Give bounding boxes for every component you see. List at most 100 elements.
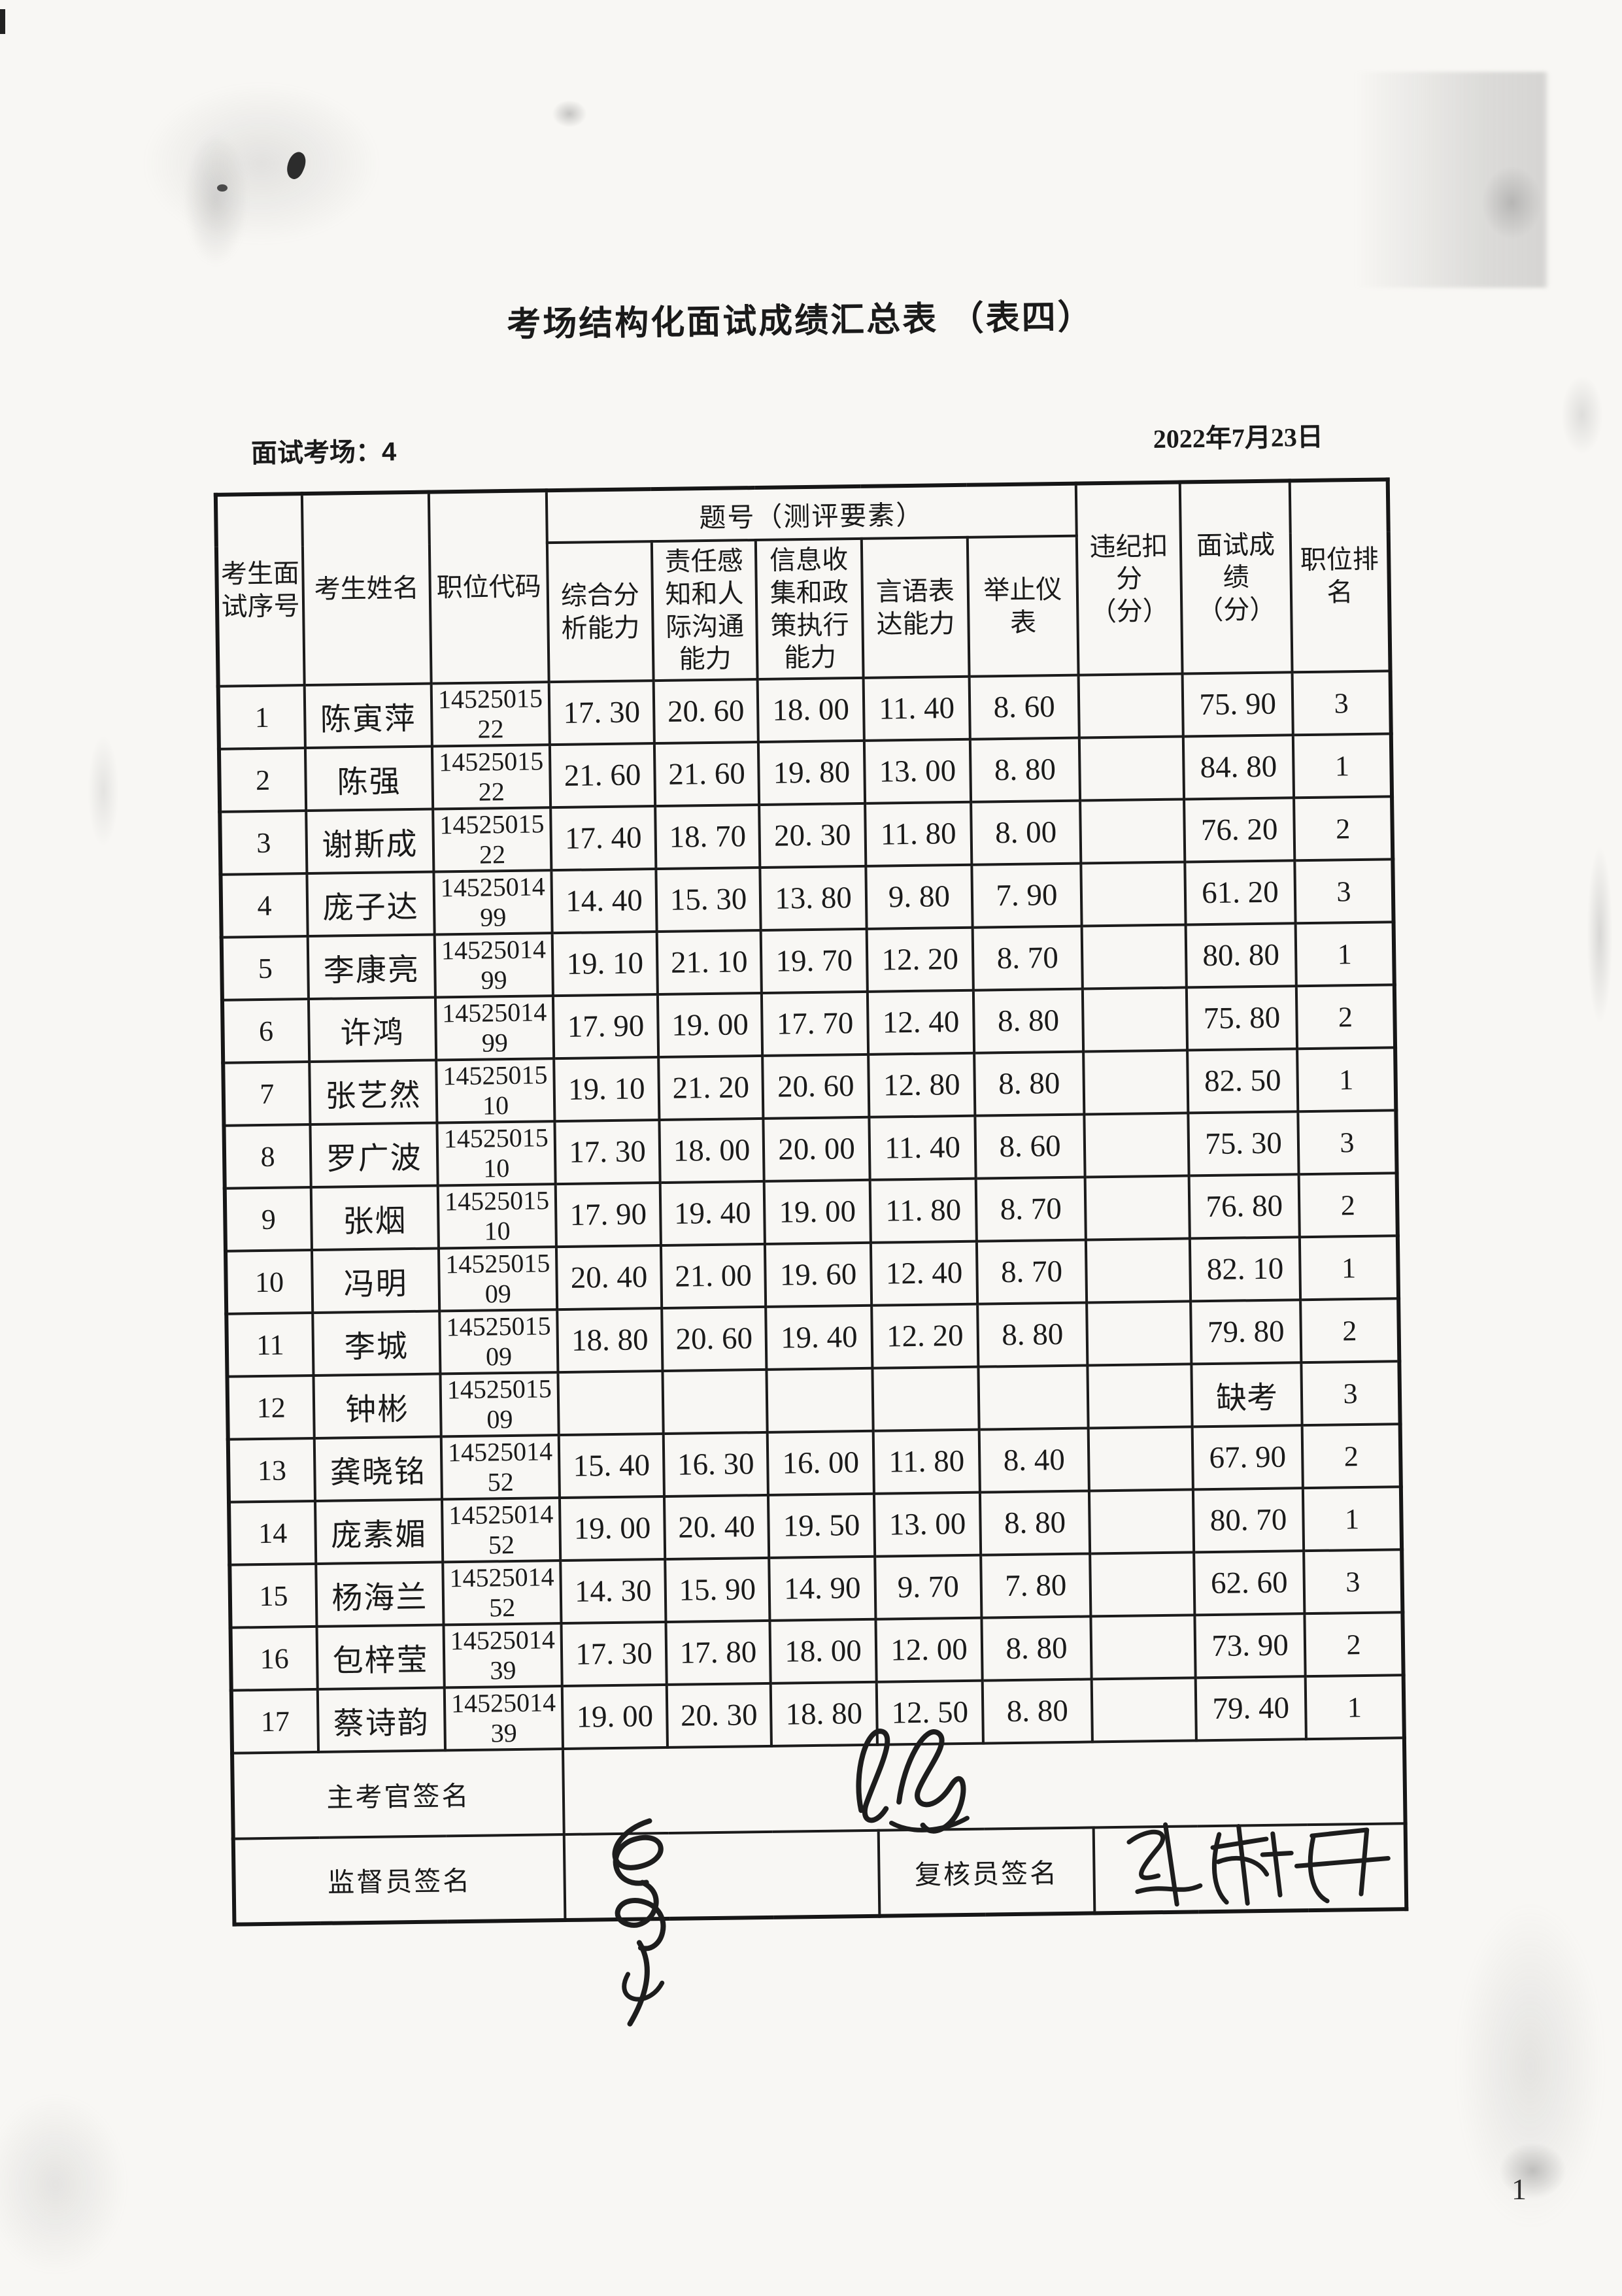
cell-name: 钟彬 xyxy=(313,1374,441,1438)
cell-measure-1: 20. 40 xyxy=(556,1245,662,1310)
cell-measure-2: 18. 70 xyxy=(655,804,760,869)
cell-result: 82. 10 xyxy=(1189,1237,1301,1302)
cell-code: 14525014 39 xyxy=(443,1623,562,1688)
cell-seq: 1 xyxy=(218,685,305,749)
cell-measure-2: 20. 60 xyxy=(653,679,758,744)
cell-code: 14525014 52 xyxy=(441,1435,560,1500)
cell-measure-1: 17. 40 xyxy=(550,806,656,871)
cell-name: 冯明 xyxy=(311,1248,440,1313)
cell-measure-3: 14. 90 xyxy=(769,1556,876,1621)
cell-code: 14525015 09 xyxy=(440,1372,559,1437)
cell-penalty xyxy=(1081,924,1187,989)
cell-measure-2: 16. 30 xyxy=(663,1432,768,1496)
cell-rank: 3 xyxy=(1301,1361,1400,1426)
cell-name: 许鸿 xyxy=(308,997,437,1062)
cell-seq: 12 xyxy=(227,1375,314,1440)
header-question-group: 题号（测评要素） xyxy=(546,483,1077,543)
cell-name: 陈寅萍 xyxy=(304,683,432,749)
cell-measure-4: 12. 20 xyxy=(866,927,973,992)
cell-rank: 3 xyxy=(1292,671,1391,735)
cell-measure-2: 20. 60 xyxy=(662,1306,767,1372)
cell-measure-4: 11. 80 xyxy=(873,1429,980,1494)
cell-measure-5: 8. 70 xyxy=(976,1240,1087,1304)
cell-measure-4: 13. 00 xyxy=(864,739,972,803)
header-measure-3: 信息收 集和政 策执行 能力 xyxy=(755,538,864,680)
cell-measure-1: 17. 30 xyxy=(561,1621,667,1687)
cell-measure-4 xyxy=(872,1366,979,1431)
cell-code: 14525015 22 xyxy=(431,745,551,809)
cell-rank: 2 xyxy=(1300,1298,1400,1363)
cell-code: 14525015 10 xyxy=(436,1058,555,1123)
cell-code: 14525014 99 xyxy=(434,933,553,998)
cell-measure-4: 11. 40 xyxy=(869,1115,976,1180)
cell-measure-2: 21. 60 xyxy=(654,742,760,807)
cell-measure-1: 19. 10 xyxy=(554,1057,660,1122)
cell-penalty xyxy=(1081,862,1186,926)
cell-penalty xyxy=(1079,736,1185,801)
interview-venue-label: 面试考场：4 xyxy=(250,437,397,469)
cell-measure-2: 21. 20 xyxy=(658,1055,764,1121)
cell-measure-2: 19. 40 xyxy=(660,1181,765,1246)
score-table-body: 1 陈寅萍 14525015 22 17. 30 20. 60 18. 00 1… xyxy=(218,671,1404,1753)
cell-penalty xyxy=(1084,1113,1189,1177)
header-measure-5: 举止仪 表 xyxy=(967,535,1079,677)
cell-result: 79. 80 xyxy=(1191,1300,1302,1364)
cell-code: 14525015 10 xyxy=(437,1121,556,1186)
cell-measure-4: 11. 40 xyxy=(863,676,970,741)
cell-measure-1: 21. 60 xyxy=(549,743,656,808)
cell-seq: 5 xyxy=(221,936,309,1000)
cell-measure-1: 19. 00 xyxy=(562,1684,667,1749)
cell-measure-2: 20. 40 xyxy=(664,1494,769,1559)
cell-penalty xyxy=(1090,1552,1195,1617)
header-code: 职位代码 xyxy=(428,490,549,684)
cell-result: 82. 50 xyxy=(1187,1049,1298,1113)
cell-measure-3: 18. 00 xyxy=(769,1619,877,1683)
cell-name: 包梓莹 xyxy=(316,1625,445,1689)
cell-measure-3: 18. 00 xyxy=(757,677,864,743)
cell-name: 蔡诗韵 xyxy=(317,1687,446,1752)
cell-result: 79. 40 xyxy=(1195,1676,1306,1741)
cell-code: 14525014 99 xyxy=(435,996,554,1060)
cell-seq: 11 xyxy=(226,1312,314,1377)
cell-code: 14525015 10 xyxy=(437,1184,556,1249)
cell-measure-4: 12. 50 xyxy=(876,1680,983,1745)
cell-measure-2: 15. 30 xyxy=(656,867,761,932)
cell-measure-3: 20. 00 xyxy=(763,1117,870,1181)
cell-measure-5: 8. 80 xyxy=(970,737,1081,802)
cell-measure-1: 14. 30 xyxy=(560,1559,666,1624)
cell-measure-2: 19. 00 xyxy=(657,992,763,1058)
cell-measure-1: 17. 90 xyxy=(552,994,659,1059)
cell-penalty xyxy=(1088,1427,1193,1491)
cell-result: 80. 70 xyxy=(1192,1488,1304,1553)
cell-code: 14525014 99 xyxy=(433,870,552,935)
cell-measure-5: 8. 40 xyxy=(979,1428,1089,1493)
cell-name: 陈强 xyxy=(305,746,433,811)
cell-measure-1: 17. 30 xyxy=(554,1120,660,1185)
score-table-header: 考生面 试序号 考生姓名 职位代码 题号（测评要素） 违纪扣 分 （分） 面试成… xyxy=(215,479,1391,686)
cell-rank: 1 xyxy=(1293,734,1393,798)
cell-rank: 2 xyxy=(1294,796,1393,861)
cell-measure-4: 12. 40 xyxy=(870,1241,978,1306)
cell-name: 庞子达 xyxy=(307,871,435,937)
cell-measure-2: 17. 80 xyxy=(666,1620,771,1685)
header-measure-1: 综合分 析能力 xyxy=(547,541,654,683)
cell-seq: 10 xyxy=(225,1250,313,1314)
header-seq: 考生面 试序号 xyxy=(215,494,305,686)
cell-measure-3: 19. 80 xyxy=(758,740,866,805)
cell-measure-5: 8. 00 xyxy=(971,800,1081,865)
chief-examiner-signature-label: 主考官签名 xyxy=(232,1749,564,1839)
cell-measure-3: 20. 60 xyxy=(762,1054,870,1119)
cell-measure-5 xyxy=(978,1365,1089,1430)
header-result: 面试成 绩 （分） xyxy=(1179,481,1293,674)
cell-seq: 4 xyxy=(220,873,308,937)
cell-penalty xyxy=(1090,1615,1196,1680)
cell-result: 缺考 xyxy=(1191,1362,1302,1427)
cell-code: 14525014 52 xyxy=(443,1561,562,1625)
cell-code: 14525015 09 xyxy=(439,1309,558,1374)
cell-name: 庞素媚 xyxy=(315,1499,443,1564)
header-measure-4: 言语表 达能力 xyxy=(861,537,970,678)
cell-seq: 3 xyxy=(220,811,307,875)
cell-seq: 2 xyxy=(218,748,307,812)
cell-measure-2: 21. 10 xyxy=(656,930,762,995)
